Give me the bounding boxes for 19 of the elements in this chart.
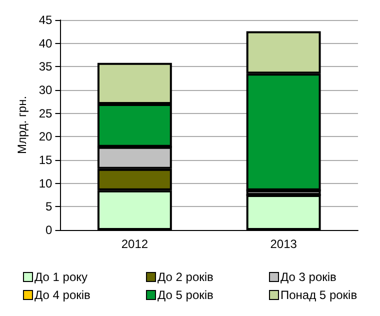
y-tick-label: 10 <box>38 176 53 190</box>
legend-label: До 1 року <box>34 270 88 284</box>
legend-label: До 3 років <box>280 270 336 284</box>
legend-label: До 4 років <box>34 288 90 302</box>
x-tick-label: 2013 <box>270 237 298 251</box>
y-tick-label: 25 <box>38 106 53 120</box>
x-tick-label: 2012 <box>121 237 148 251</box>
legend-label: До 2 років <box>158 270 214 284</box>
y-tick-label: 45 <box>38 13 53 27</box>
legend-label: До 5 років <box>158 288 214 302</box>
legend-label: Понад 5 років <box>280 288 358 302</box>
y-tick-label: 35 <box>38 60 53 74</box>
y-tick-label: 0 <box>46 223 53 237</box>
y-tick-label: 20 <box>38 130 53 144</box>
y-axis-title: Млрд. грн. <box>15 96 29 154</box>
y-tick-label: 5 <box>46 200 53 214</box>
y-tick-label: 15 <box>38 153 53 167</box>
y-tick-label: 30 <box>38 83 53 97</box>
y-tick-label: 40 <box>38 36 53 50</box>
